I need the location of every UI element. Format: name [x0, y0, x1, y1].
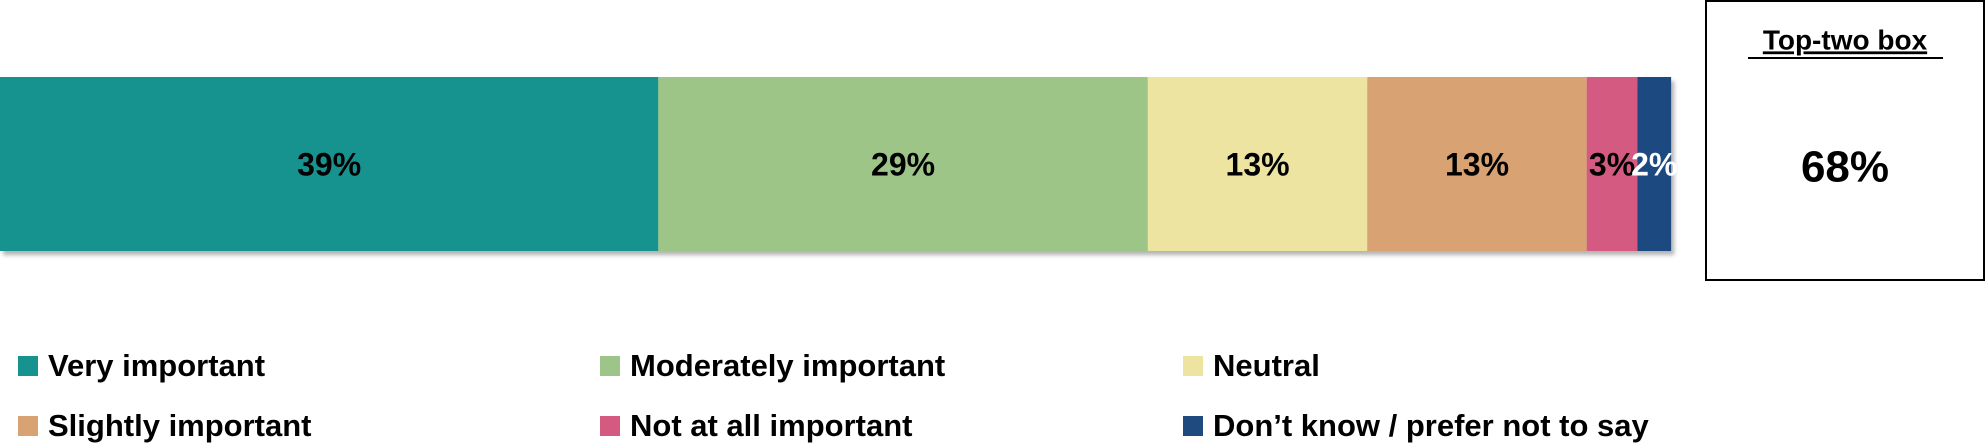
data-label: 3% [1589, 146, 1635, 182]
bar-segment [658, 77, 1148, 251]
data-label: 29% [871, 146, 935, 182]
top-two-title: Top-two box [1763, 24, 1928, 55]
data-label: 13% [1226, 146, 1290, 182]
legend-swatch [18, 416, 38, 436]
data-label: 2% [1631, 146, 1677, 182]
legend-label: Neutral [1213, 348, 1320, 383]
bar-segment [0, 77, 659, 251]
legend-swatch [18, 356, 38, 376]
bar-group [0, 77, 1672, 251]
bar-segment [1147, 77, 1368, 251]
legend-label: Slightly important [48, 408, 312, 443]
bar-segment [1367, 77, 1587, 251]
legend-swatch [600, 416, 620, 436]
legend-label: Moderately important [630, 348, 945, 383]
data-label: 13% [1445, 146, 1509, 182]
legend-label: Don’t know / prefer not to say [1213, 408, 1650, 443]
legend-label: Not at all important [630, 408, 912, 443]
bar-segment [1586, 77, 1638, 251]
top-two-box [1705, 0, 1985, 281]
legend-label: Very important [48, 348, 265, 383]
legend-swatch [1183, 416, 1203, 436]
data-label: 39% [297, 146, 361, 182]
legend-swatch [600, 356, 620, 376]
top-two-value: 68% [1801, 143, 1889, 192]
bar-segment [1637, 77, 1672, 251]
legend-swatch [1183, 356, 1203, 376]
